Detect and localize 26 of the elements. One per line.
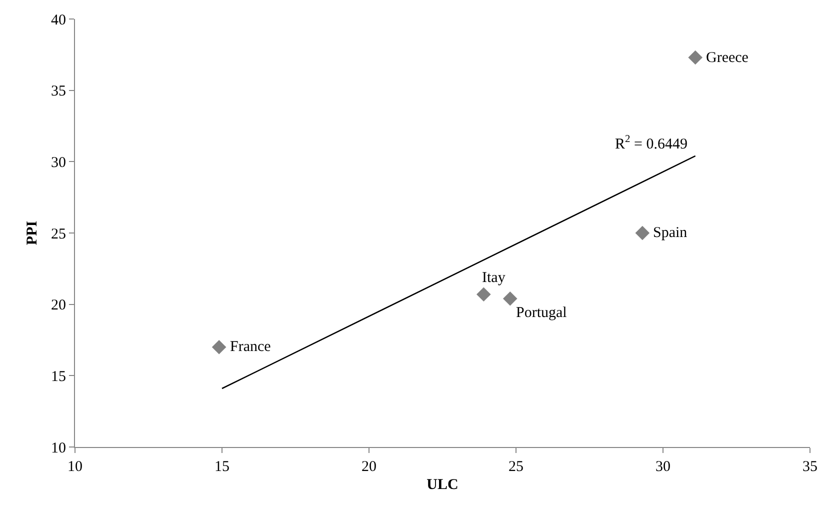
x-tick-label: 25 <box>508 459 524 475</box>
annotation: Greece <box>706 50 749 66</box>
y-tick-label: 25 <box>51 226 66 242</box>
y-tick-label: 30 <box>51 154 66 171</box>
x-axis-title: ULC <box>426 477 458 493</box>
point <box>212 340 226 354</box>
y-axis-title: PPI <box>24 220 40 246</box>
annotation: Portugal <box>516 305 567 321</box>
y-tick-label: 10 <box>51 440 66 456</box>
annotation: Itay <box>482 270 506 286</box>
point <box>502 291 518 306</box>
y-tick-label: 20 <box>51 298 66 314</box>
x-tick-label: 15 <box>214 459 230 475</box>
point <box>635 226 650 240</box>
annotation: France <box>230 339 272 355</box>
y-tick-label: 35 <box>51 84 66 100</box>
x-tick-label: 20 <box>362 459 376 475</box>
annotation: R$^{2}$ = 0.6449 <box>615 134 688 152</box>
y-tick-label: 15 <box>51 368 66 385</box>
annotation: Spain <box>653 225 688 241</box>
x-tick-label: 10 <box>68 459 82 475</box>
point <box>476 287 491 302</box>
x-tick-label: 30 <box>656 459 670 475</box>
y-tick-label: 40 <box>51 12 66 28</box>
x-tick-label: 35 <box>802 459 818 475</box>
point <box>688 50 702 65</box>
